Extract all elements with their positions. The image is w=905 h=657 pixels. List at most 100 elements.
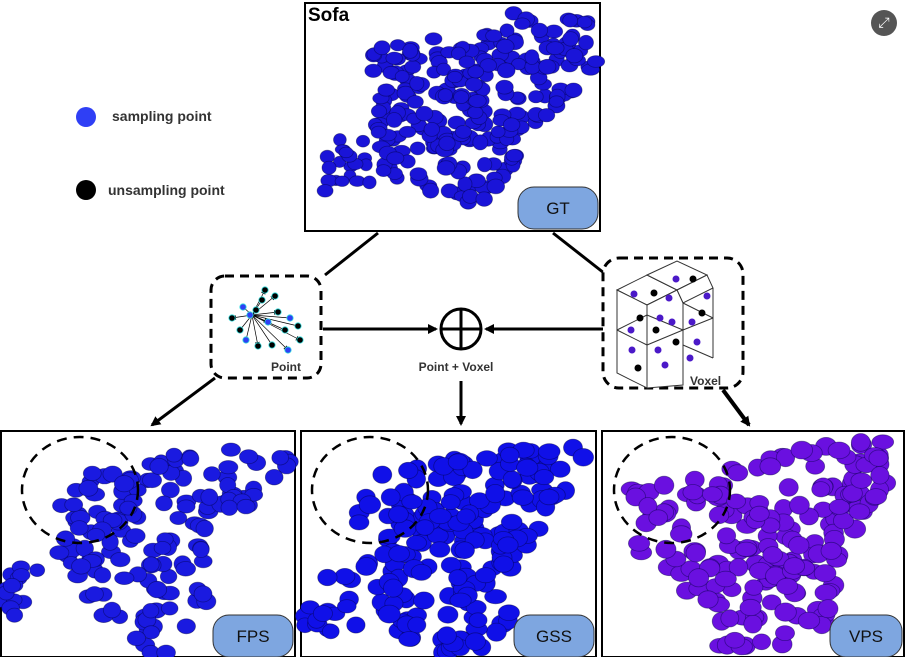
vps-point bbox=[726, 464, 749, 482]
fusion-plus-icon bbox=[439, 307, 483, 351]
gss-badge-label: GSS bbox=[536, 627, 572, 646]
sampling-point-icon bbox=[665, 294, 673, 302]
vps-point bbox=[720, 609, 740, 628]
sampling-point-icon bbox=[661, 361, 669, 369]
gt-point bbox=[468, 94, 487, 108]
gss-point bbox=[377, 604, 401, 624]
gt-point bbox=[586, 55, 606, 68]
fps-point bbox=[176, 499, 196, 514]
gss-point bbox=[410, 564, 433, 581]
sampling-point-icon bbox=[246, 311, 254, 319]
sofa-title: Sofa bbox=[308, 5, 350, 26]
gss-point bbox=[474, 567, 497, 584]
fps-point bbox=[220, 499, 239, 516]
gt-point bbox=[476, 157, 493, 173]
gt-point bbox=[386, 112, 403, 128]
gt-point bbox=[333, 133, 347, 147]
gss-point bbox=[456, 508, 476, 525]
fps-badge-label: FPS bbox=[236, 627, 269, 646]
gt-point bbox=[475, 191, 493, 207]
unsampling-point-icon bbox=[252, 306, 260, 314]
vps-point bbox=[687, 568, 710, 588]
gss-point bbox=[468, 612, 488, 628]
gt-point bbox=[438, 135, 456, 151]
gt-point bbox=[490, 125, 506, 139]
fps-panel: FPS bbox=[0, 430, 299, 657]
vps-point bbox=[868, 449, 889, 467]
gt-point bbox=[321, 160, 337, 175]
legend: sampling point unsampling point bbox=[76, 107, 225, 200]
unsampling-point-icon bbox=[698, 309, 706, 317]
gss-point bbox=[405, 535, 427, 551]
gss-point bbox=[407, 616, 427, 634]
sampling-point-icon bbox=[703, 292, 711, 300]
fps-point bbox=[12, 568, 31, 582]
gt-point bbox=[479, 58, 498, 73]
fps-point bbox=[2, 577, 22, 594]
gt-point bbox=[524, 49, 540, 65]
unsampling-point-icon bbox=[281, 326, 289, 334]
gss-point bbox=[415, 519, 435, 536]
expand-icon[interactable]: ⤢ bbox=[871, 10, 897, 36]
vps-point bbox=[697, 590, 719, 609]
gss-point bbox=[484, 588, 508, 605]
gss-point bbox=[462, 460, 483, 480]
unsampling-point-icon bbox=[274, 308, 282, 316]
vps-point bbox=[701, 486, 723, 503]
unsampling-point-icon bbox=[228, 314, 236, 322]
vps-point bbox=[762, 546, 783, 564]
vps-point bbox=[759, 457, 782, 476]
fps-point bbox=[78, 479, 99, 497]
gt-point bbox=[409, 167, 428, 181]
gss-point bbox=[346, 616, 366, 634]
vps-point bbox=[744, 579, 764, 596]
gt-point bbox=[377, 83, 396, 97]
unsampling-point-icon bbox=[76, 180, 96, 200]
vps-point bbox=[708, 506, 730, 525]
sampling-point-icon bbox=[668, 318, 676, 326]
vps-point bbox=[850, 433, 871, 452]
fps-point bbox=[156, 644, 176, 657]
point-to-fps-arrow bbox=[150, 376, 216, 427]
gss-point bbox=[475, 450, 498, 467]
vps-point bbox=[739, 598, 762, 617]
fps-point bbox=[264, 469, 284, 486]
gt-point bbox=[436, 160, 456, 176]
gss-point bbox=[334, 568, 356, 586]
gss-point bbox=[448, 569, 468, 587]
gss-point bbox=[516, 458, 539, 477]
unsampling-point-icon bbox=[634, 364, 642, 372]
gt-point bbox=[370, 125, 387, 139]
vps-point bbox=[682, 484, 704, 501]
gt-point bbox=[505, 148, 524, 163]
gss-point bbox=[348, 514, 370, 531]
gss-badge: GSS bbox=[513, 614, 595, 657]
vps-point bbox=[752, 633, 772, 651]
gt-point bbox=[385, 51, 403, 65]
gss-point bbox=[497, 536, 519, 554]
gt-point bbox=[436, 62, 452, 77]
vps-point bbox=[870, 466, 890, 485]
gss-point bbox=[436, 626, 457, 645]
fps-point bbox=[142, 625, 161, 640]
voxel-to-vps-arrow bbox=[721, 388, 751, 427]
vps-point bbox=[648, 509, 668, 527]
gt-point bbox=[453, 90, 470, 104]
gt-point bbox=[495, 79, 514, 95]
vps-point bbox=[797, 611, 821, 630]
vps-point bbox=[734, 541, 758, 557]
vps-point bbox=[820, 541, 842, 560]
gt-point bbox=[461, 188, 479, 204]
gss-point bbox=[321, 623, 340, 640]
gt-point bbox=[548, 95, 565, 108]
gss-point bbox=[355, 557, 378, 576]
gss-point bbox=[388, 505, 409, 524]
gss-point bbox=[358, 495, 382, 515]
fps-point bbox=[113, 475, 135, 493]
fps-point bbox=[142, 603, 160, 619]
gss-point bbox=[533, 469, 555, 486]
vps-point bbox=[627, 534, 651, 552]
fps-point bbox=[165, 447, 183, 463]
sampling-point-icon bbox=[286, 314, 294, 322]
gt-point bbox=[472, 134, 489, 151]
